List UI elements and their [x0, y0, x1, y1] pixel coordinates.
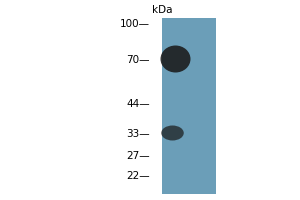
Text: 70—: 70—: [127, 55, 150, 65]
Bar: [162, 18, 216, 194]
Text: 44—: 44—: [126, 99, 150, 109]
Text: 22—: 22—: [126, 171, 150, 181]
Text: 33—: 33—: [126, 129, 150, 139]
Text: kDa: kDa: [152, 5, 172, 15]
Text: 27—: 27—: [126, 151, 150, 161]
Ellipse shape: [160, 46, 190, 72]
Ellipse shape: [161, 126, 184, 140]
Text: 100—: 100—: [120, 19, 150, 29]
